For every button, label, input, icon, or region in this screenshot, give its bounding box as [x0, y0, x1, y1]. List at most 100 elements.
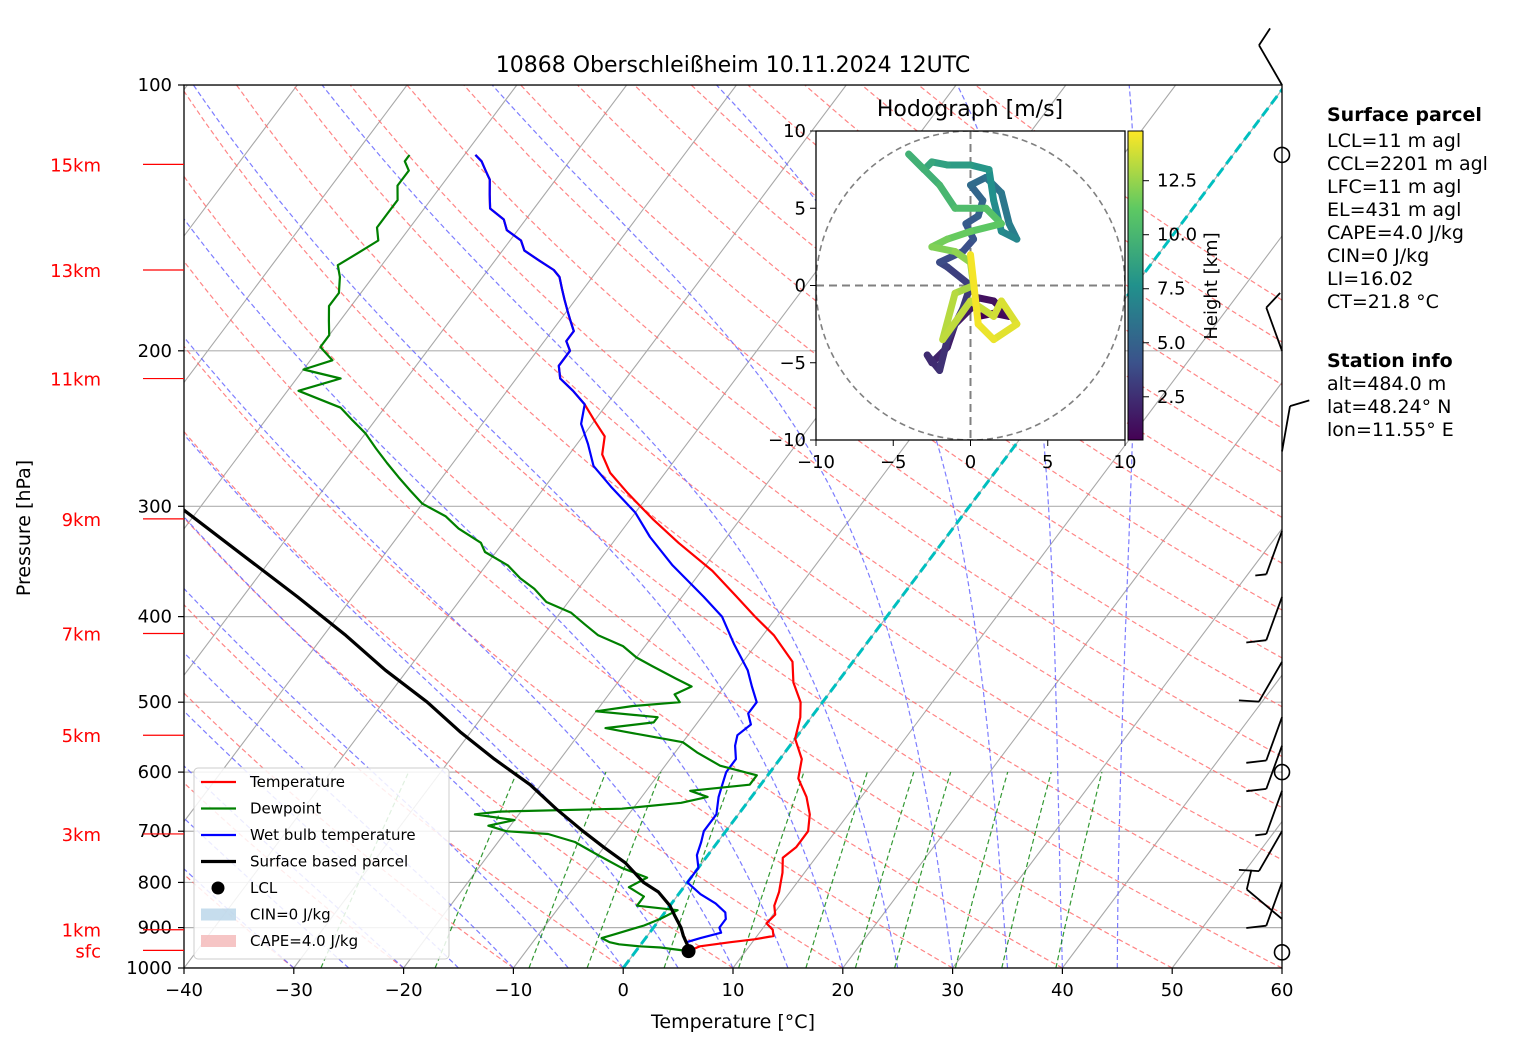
calm-wind-circle	[1273, 944, 1291, 961]
mixing-ratio-line	[805, 771, 868, 968]
hodograph-segment	[936, 181, 959, 212]
wind-barb-flag	[1265, 292, 1281, 309]
y-tick-label: 800	[138, 872, 172, 893]
legend-entry: CAPE=4.0 J/kg	[250, 932, 358, 950]
hodograph-segment	[990, 320, 1021, 344]
mixing-ratio-line	[738, 771, 805, 968]
isotherm	[184, 85, 298, 237]
colorbar	[1127, 130, 1144, 441]
dry-adiabat	[184, 175, 1173, 968]
x-tick-label: 20	[831, 980, 854, 1001]
height-label: 3km	[62, 825, 101, 846]
legend-swatch	[211, 881, 225, 895]
colorbar-tick-label: 5.0	[1157, 333, 1186, 354]
hodograph-segment	[928, 243, 959, 256]
height-label: 9km	[62, 510, 101, 531]
chart-title: 10868 Oberschleißheim 10.11.2024 12UTC	[496, 53, 971, 78]
surface-parcel-line: CT=21.8 °C	[1327, 291, 1439, 313]
surface-parcel-line: LFC=11 m agl	[1327, 176, 1461, 198]
moist-adiabat	[192, 85, 844, 968]
dry-adiabat	[184, 345, 953, 968]
x-tick-label: 10	[722, 980, 745, 1001]
dry-adiabat	[184, 90, 1282, 968]
hodograph-segment	[997, 297, 1021, 328]
surface-parcel-line: CCL=2201 m agl	[1327, 153, 1488, 175]
isotherm	[842, 381, 1282, 968]
hodograph-title: Hodograph [m/s]	[877, 97, 1063, 122]
moist-adiabat	[184, 336, 734, 968]
surface-parcel-line: EL=431 m agl	[1327, 199, 1461, 221]
colorbar-tick-label: 2.5	[1157, 387, 1186, 408]
y-tick-label: 1000	[126, 958, 172, 979]
hodograph-segment	[997, 189, 1013, 228]
legend-entry: Wet bulb temperature	[250, 826, 416, 844]
height-label: 1km	[62, 921, 101, 942]
station-info-line: lat=48.24° N	[1327, 396, 1451, 418]
moist-adiabat	[184, 587, 569, 968]
legend-entry: Temperature	[249, 773, 345, 791]
wind-barb-flag	[1245, 869, 1253, 890]
y-axis-ticks: 100 200 300 400 500 600 700 800 900 1000	[126, 75, 184, 979]
wind-barb-shaft	[1258, 44, 1283, 86]
x-tick-label: 40	[1051, 980, 1074, 1001]
x-tick-label: −30	[275, 980, 313, 1001]
hodograph-segment	[943, 227, 974, 243]
wind-barb-flag	[1258, 27, 1271, 46]
legend-swatch	[201, 935, 236, 947]
hodo-x-tick-label: −5	[880, 452, 907, 473]
wind-barb-flag	[1246, 788, 1267, 793]
surface-parcel-line: CAPE=4.0 J/kg	[1327, 222, 1464, 244]
hodo-x-tick-label: 10	[1114, 452, 1137, 473]
wind-barb-flag	[1238, 699, 1260, 703]
legend-entry: CIN=0 J/kg	[250, 906, 331, 924]
legend-entry: Surface based parcel	[250, 853, 408, 871]
mixing-ratio-line	[663, 771, 735, 968]
wind-barb-shaft	[1265, 790, 1283, 835]
hodo-y-tick-label: 0	[795, 276, 806, 297]
hodo-y-tick-label: −5	[779, 353, 806, 374]
wind-barb-shaft	[1281, 405, 1291, 452]
dry-adiabat	[747, 85, 1282, 473]
height-label: sfc	[75, 941, 101, 962]
surface-parcel-title: Surface parcel	[1327, 104, 1482, 126]
height-label: 5km	[62, 726, 101, 747]
sounding-series	[184, 154, 811, 959]
y-axis-label: Pressure [hPa]	[13, 460, 35, 596]
mixing-ratio-line	[1055, 771, 1103, 968]
height-label: 7km	[62, 624, 101, 645]
x-tick-label: 50	[1161, 980, 1184, 1001]
x-axis-ticks: −40 −30 −20 −10 0 10 20 30 40 50 60	[165, 968, 1293, 1001]
lcl-point	[681, 944, 696, 959]
surface-parcel-line: LCL=11 m agl	[1327, 130, 1461, 152]
hodo-y-tick-label: 10	[783, 121, 806, 142]
isotherm	[952, 527, 1282, 968]
moist-adiabat	[184, 515, 624, 968]
wind-barb-shaft	[1265, 882, 1283, 927]
wind-barb-shaft	[1258, 661, 1283, 703]
moist-adiabat	[184, 217, 789, 968]
series-wet-bulb-temperature	[474, 154, 758, 952]
hodograph-segment	[943, 263, 974, 289]
mixing-ratio-line	[1001, 771, 1052, 968]
x-tick-label: 0	[617, 980, 628, 1001]
hodograph-ticks: −10 −5 0 5 10 −10 −5 0 5 10	[768, 121, 1136, 473]
calm-wind-circle	[1273, 763, 1291, 781]
hodo-y-tick-label: −10	[768, 430, 806, 451]
series-surface-based-parcel	[184, 508, 691, 952]
legend-entry: Dewpoint	[250, 800, 321, 818]
wind-barb-shaft	[1265, 530, 1283, 575]
wind-barb-flag	[1289, 399, 1310, 407]
isotherm	[732, 235, 1282, 968]
height-label: 13km	[50, 261, 101, 282]
wind-barb-flag	[1255, 573, 1267, 577]
height-label: 11km	[50, 370, 101, 391]
colorbar-tick-label: 10.0	[1157, 225, 1197, 246]
surface-parcel-line: LI=16.02	[1327, 268, 1414, 290]
station-info-line: lon=11.55° E	[1327, 419, 1454, 441]
y-tick-label: 700	[138, 821, 172, 842]
calm-wind-circle	[1273, 146, 1291, 164]
